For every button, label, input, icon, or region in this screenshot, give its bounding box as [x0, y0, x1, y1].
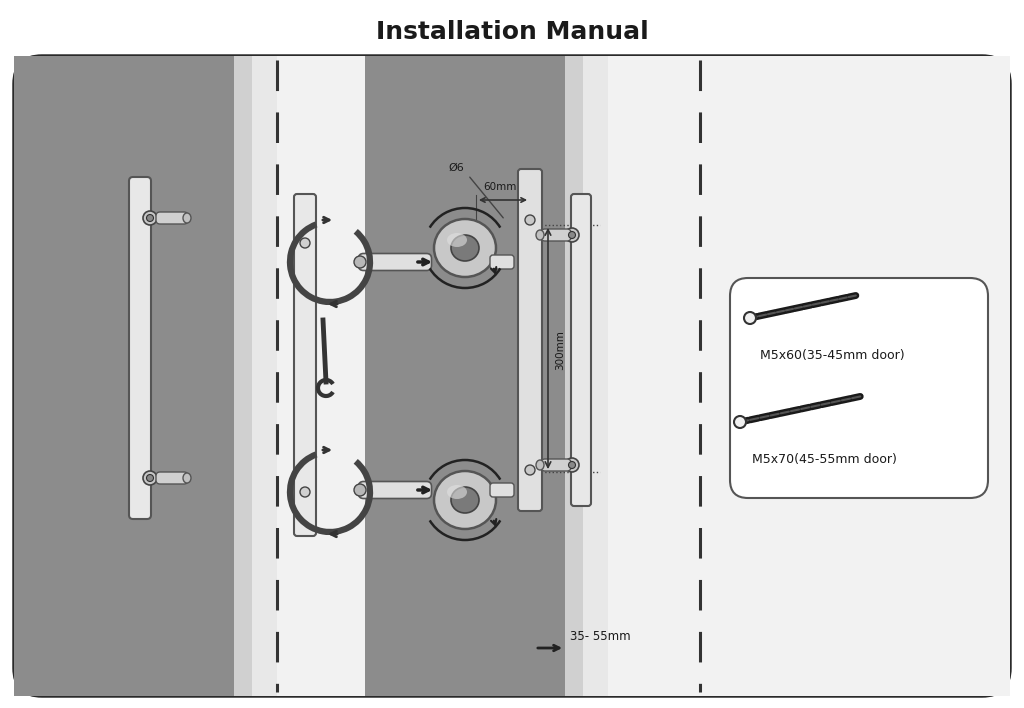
FancyBboxPatch shape — [730, 278, 988, 498]
Circle shape — [568, 462, 575, 469]
Circle shape — [565, 228, 579, 242]
Bar — [608, 56, 1010, 696]
Ellipse shape — [183, 473, 191, 483]
Circle shape — [525, 465, 535, 475]
Ellipse shape — [183, 213, 191, 223]
Circle shape — [300, 238, 310, 248]
Text: 35- 55mm: 35- 55mm — [570, 630, 631, 643]
Text: 300mm: 300mm — [555, 330, 565, 370]
FancyBboxPatch shape — [490, 255, 514, 269]
Bar — [278, 56, 365, 696]
Bar — [252, 56, 278, 696]
Text: M5x70(45-55mm door): M5x70(45-55mm door) — [752, 454, 897, 467]
Ellipse shape — [434, 471, 496, 529]
Ellipse shape — [451, 235, 479, 261]
Circle shape — [354, 256, 366, 268]
Ellipse shape — [536, 230, 544, 240]
FancyBboxPatch shape — [294, 194, 316, 536]
FancyBboxPatch shape — [156, 212, 188, 224]
Ellipse shape — [434, 219, 496, 277]
FancyBboxPatch shape — [358, 481, 431, 498]
FancyBboxPatch shape — [490, 483, 514, 497]
FancyBboxPatch shape — [358, 253, 431, 270]
FancyBboxPatch shape — [571, 194, 591, 506]
Ellipse shape — [447, 233, 467, 247]
Bar — [14, 56, 234, 696]
Ellipse shape — [447, 485, 467, 499]
FancyBboxPatch shape — [608, 56, 1010, 696]
Circle shape — [354, 484, 366, 496]
Ellipse shape — [536, 460, 544, 470]
Circle shape — [734, 416, 746, 428]
Circle shape — [143, 471, 157, 485]
Circle shape — [146, 474, 154, 481]
Circle shape — [744, 312, 756, 324]
Text: Ø6: Ø6 — [449, 163, 464, 173]
Circle shape — [565, 458, 579, 472]
FancyBboxPatch shape — [156, 472, 188, 484]
FancyBboxPatch shape — [518, 169, 542, 511]
FancyBboxPatch shape — [541, 459, 571, 471]
Circle shape — [568, 232, 575, 239]
Ellipse shape — [451, 487, 479, 513]
Text: M5x60(35-45mm door): M5x60(35-45mm door) — [760, 348, 904, 362]
FancyBboxPatch shape — [129, 177, 151, 519]
Text: 60mm: 60mm — [483, 182, 517, 192]
Circle shape — [143, 211, 157, 225]
FancyBboxPatch shape — [14, 56, 1010, 696]
Circle shape — [146, 215, 154, 222]
FancyBboxPatch shape — [541, 229, 571, 241]
Bar — [583, 56, 608, 696]
Circle shape — [300, 487, 310, 497]
Bar — [234, 56, 252, 696]
Bar — [565, 56, 583, 696]
Circle shape — [525, 215, 535, 225]
FancyBboxPatch shape — [14, 56, 234, 696]
Bar — [365, 56, 565, 696]
Text: Installation Manual: Installation Manual — [376, 20, 648, 44]
